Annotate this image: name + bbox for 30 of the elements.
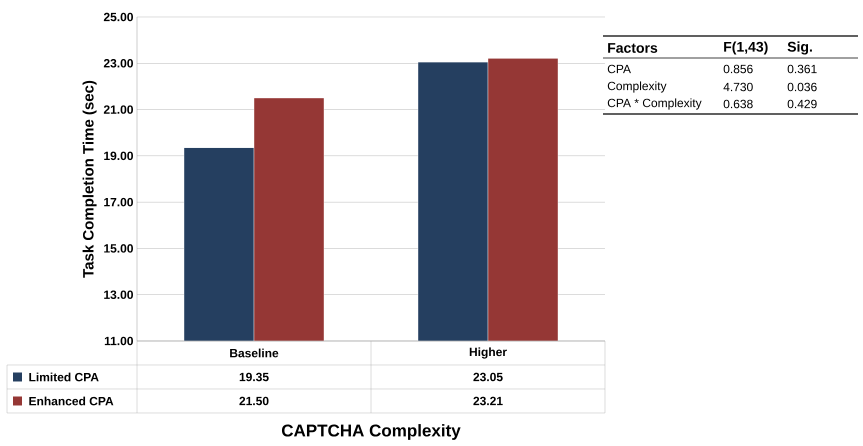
- y-tick-label: 23.00: [104, 59, 133, 68]
- y-tick-label: 17.00: [104, 198, 133, 206]
- text: Factors: [608, 43, 658, 53]
- x-tick-label: Baseline: [230, 348, 278, 358]
- data-label: 23.05: [473, 372, 503, 382]
- x-axis-title: CAPTCHA Complexity: [282, 424, 461, 440]
- text: 0.036: [788, 82, 817, 92]
- text: 4.730: [723, 82, 753, 92]
- text: Sig.: [788, 41, 812, 55]
- text: CPA: [608, 64, 631, 74]
- data-label: 21.50: [239, 396, 269, 406]
- legend-label: Limited CPA: [29, 372, 99, 382]
- text: Complexity: [608, 81, 667, 93]
- y-tick-label: 11.00: [104, 336, 133, 346]
- text: 0.429: [788, 100, 817, 108]
- y-tick-label: 15.00: [104, 244, 133, 253]
- y-tick-label: 13.00: [104, 290, 133, 299]
- text: 0.361: [788, 64, 817, 74]
- text: 0.638: [724, 100, 753, 108]
- y-tick-label: 19.00: [104, 152, 133, 160]
- y-axis-title: Task Completion Time (sec): [82, 80, 97, 278]
- y-tick-label: 25.00: [104, 12, 133, 22]
- text: CPA * Complexity: [608, 98, 702, 110]
- data-label: 19.35: [240, 372, 269, 382]
- y-tick-label: 21.00: [104, 105, 133, 114]
- text: F(1,43): [724, 41, 768, 55]
- legend-label: Enhanced CPA: [29, 396, 114, 406]
- data-label: 23.21: [473, 396, 503, 406]
- text: 0.856: [724, 64, 753, 74]
- x-tick-label: Higher: [470, 347, 507, 359]
